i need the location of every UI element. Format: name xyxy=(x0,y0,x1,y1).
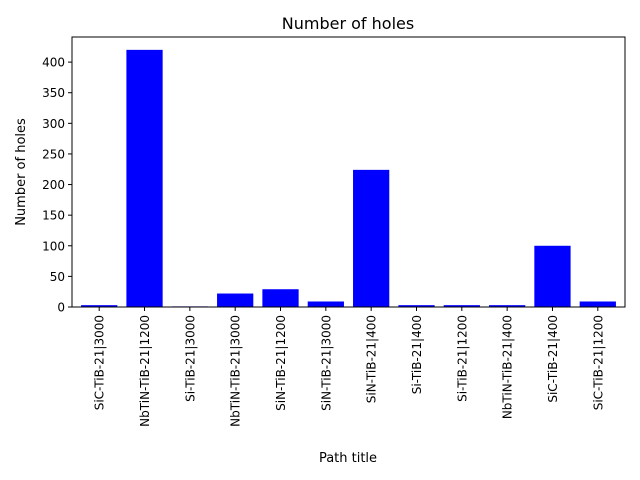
y-axis: 0 50 100 150 200 250 300 350 400 xyxy=(42,56,72,315)
y-tick-label: 350 xyxy=(42,86,65,100)
x-tick-label: SiN-TiB-21|1200 xyxy=(274,315,288,411)
bar-1 xyxy=(126,49,163,308)
y-tick-label: 400 xyxy=(42,56,65,70)
y-tick-label: 300 xyxy=(42,117,65,131)
y-tick-label: 200 xyxy=(42,178,65,192)
bar-6 xyxy=(353,169,390,307)
chart-title: Number of holes xyxy=(282,14,414,33)
y-tick-label: 50 xyxy=(50,270,65,284)
bar-8 xyxy=(443,305,480,307)
bar-7 xyxy=(398,305,435,307)
plot-frame xyxy=(71,36,626,308)
x-tick-label: NbTiN-TiB-21|3000 xyxy=(229,315,243,427)
y-tick-label: 100 xyxy=(42,239,65,253)
bar-3 xyxy=(217,293,254,307)
bar-10 xyxy=(534,245,571,307)
x-tick-label: SiC-TiB-21|3000 xyxy=(93,315,107,410)
bar-11 xyxy=(579,301,616,307)
x-tick-label: NbTiN-TiB-21|400 xyxy=(501,315,515,419)
x-tick-label: NbTiN-TiB-21|1200 xyxy=(138,315,152,427)
bar-9 xyxy=(489,305,526,307)
bars-group xyxy=(81,49,616,308)
x-tick-label: SiN-TiB-21|400 xyxy=(365,315,379,403)
x-tick-label: Si-TiB-21|400 xyxy=(410,315,424,394)
x-axis: SiC-TiB-21|3000 NbTiN-TiB-21|1200 Si-TiB-2… xyxy=(93,307,605,427)
x-tick-label: Si-TiB-21|1200 xyxy=(455,315,469,402)
x-tick-label: SiC-TiB-21|400 xyxy=(546,315,560,403)
y-tick-label: 0 xyxy=(57,301,65,315)
bar-4 xyxy=(262,289,299,307)
x-tick-label: SiN-TiB-21|3000 xyxy=(319,315,333,411)
y-tick-label: 150 xyxy=(42,209,65,223)
bar-5 xyxy=(307,301,344,307)
x-axis-label: Path title xyxy=(319,451,377,466)
bar-0 xyxy=(81,305,118,307)
x-tick-label: SiC-TiB-21|1200 xyxy=(591,315,605,410)
y-tick-label: 250 xyxy=(42,147,65,161)
y-axis-label: Number of holes xyxy=(14,118,29,226)
x-tick-label: Si-TiB-21|3000 xyxy=(183,315,197,402)
